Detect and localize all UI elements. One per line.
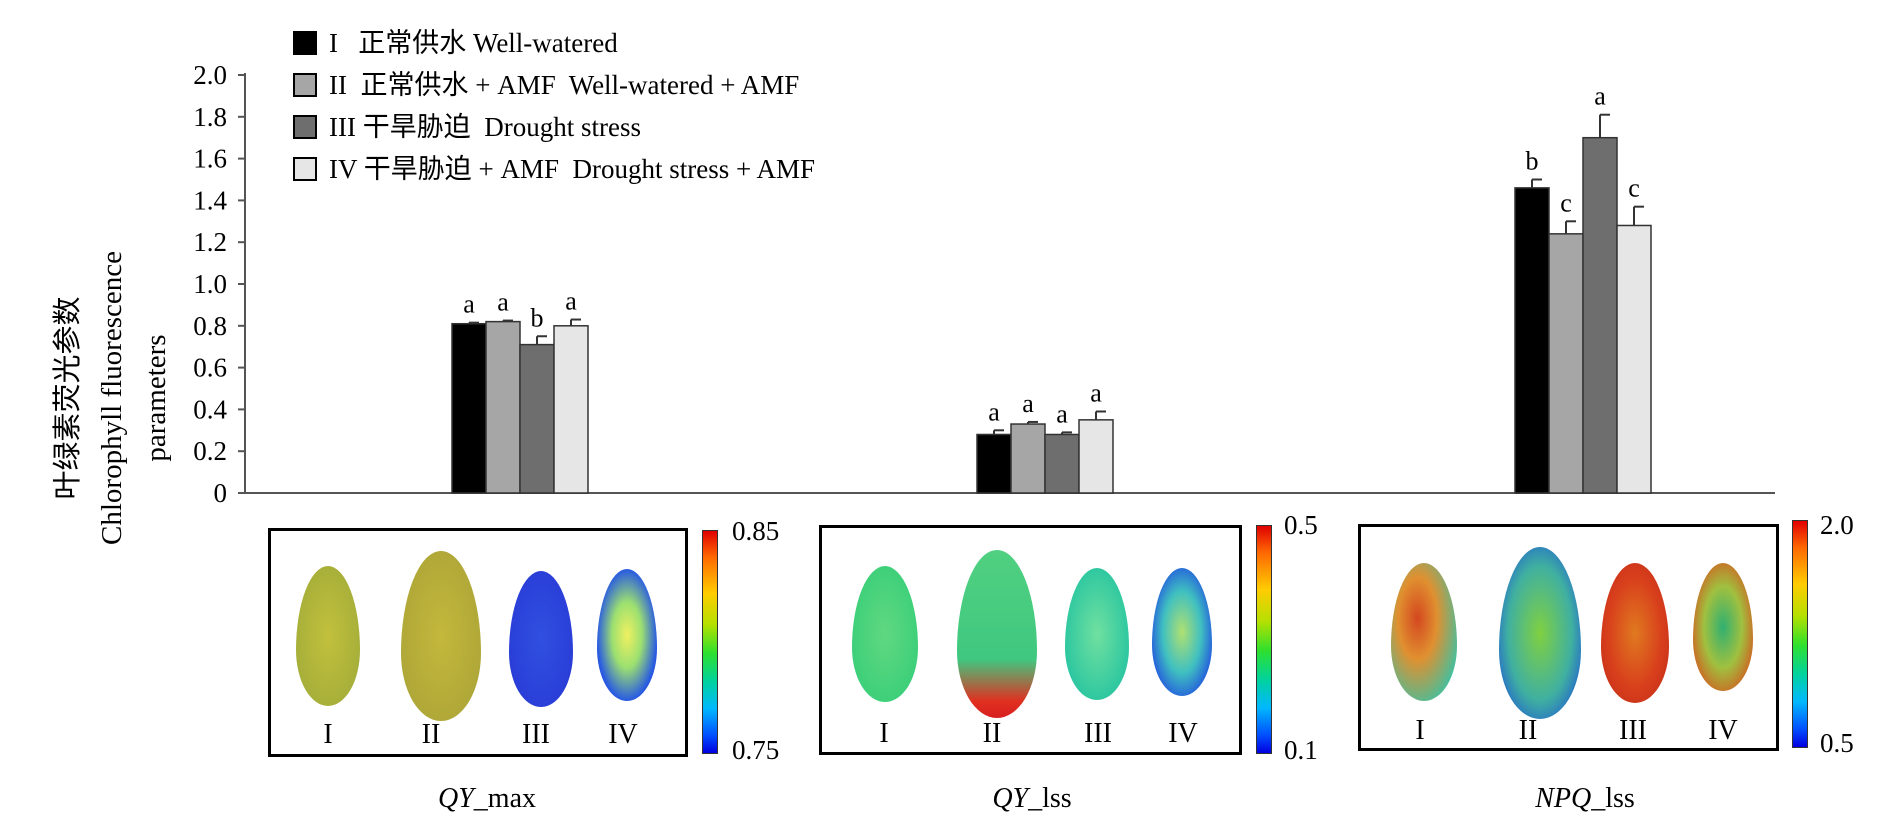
significance-letter: a <box>1022 389 1034 418</box>
y-tick-label: 2.0 <box>193 60 227 90</box>
bar <box>1044 433 1080 494</box>
leaf-image-5 <box>852 566 918 702</box>
legend-item-2: II 正常供水 + AMF Well-watered + AMF <box>293 64 815 106</box>
color-scale-min-qy-lss: 0.1 <box>1284 735 1318 765</box>
leaf-image-panel-npq-lss: I II III IV <box>1358 524 1779 751</box>
legend-label-2: II 正常供水 + AMF Well-watered + AMF <box>329 70 800 100</box>
significance-letter: a <box>1090 378 1102 407</box>
color-scale-max-npq-lss: 2.0 <box>1820 510 1854 540</box>
y-tick-label: 0.2 <box>193 436 227 466</box>
leaf-image-3 <box>509 571 573 707</box>
color-scale-bar-qy-lss <box>1256 525 1272 754</box>
legend-item-3: III 干旱胁迫 Drought stress <box>293 106 815 148</box>
leaf-label-5: I <box>879 718 889 749</box>
leaf-label-6: II <box>982 718 1002 749</box>
y-axis-label-en-line2: parameters <box>140 334 172 462</box>
y-tick-label: 0.4 <box>193 394 227 424</box>
legend-label-3: III 干旱胁迫 Drought stress <box>329 112 641 142</box>
y-tick-label: 1.4 <box>193 185 227 215</box>
leaf-image-10 <box>1499 547 1581 719</box>
panel-caption-rest-npq-lss: _lss <box>1591 783 1635 814</box>
legend-label-1: I 正常供水 Well-watered <box>329 28 618 58</box>
leaf-label-3: III <box>522 719 550 750</box>
color-scale-max-qy-lss: 0.5 <box>1284 510 1318 540</box>
legend: I 正常供水 Well-watered II 正常供水 + AMF Well-w… <box>293 22 815 190</box>
panel-caption-qy-lss: QY_lss <box>992 783 1071 815</box>
bar <box>1010 423 1046 494</box>
leaf-label-1: I <box>323 719 333 750</box>
bar <box>451 322 487 494</box>
significance-letter: a <box>497 288 509 317</box>
significance-letter: a <box>988 397 1000 426</box>
leaf-image-12 <box>1693 563 1753 691</box>
significance-letter: c <box>1628 174 1640 203</box>
color-scale-min-qy-max: 0.75 <box>732 735 780 765</box>
bar <box>485 320 521 494</box>
legend-item-1: I 正常供水 Well-watered <box>293 22 815 64</box>
leaf-image-4 <box>597 569 657 701</box>
bar <box>976 433 1012 494</box>
leaf-image-panel-qy-lss: I II III IV <box>819 525 1242 755</box>
leaf-label-11: III <box>1619 715 1647 746</box>
y-axis-label: 叶绿素荧光参数 Chlorophyll fluorescence paramet… <box>46 251 178 545</box>
panel-caption-rest-qy-max: _max <box>473 783 537 814</box>
significance-letter: c <box>1560 188 1572 217</box>
significance-letter: b <box>531 303 544 332</box>
bar <box>1616 224 1652 494</box>
leaf-image-7 <box>1065 568 1129 700</box>
y-tick-label: 1.8 <box>193 102 227 132</box>
y-axis-label-en-line1: Chlorophyll fluorescence <box>96 251 128 545</box>
legend-label-4: IV 干旱胁迫 + AMF Drought stress + AMF <box>329 154 815 184</box>
leaf-label-10: II <box>1518 715 1538 746</box>
leaf-image-8 <box>1152 568 1212 696</box>
leaf-label-8: IV <box>1168 718 1198 749</box>
significance-letter: a <box>463 290 475 319</box>
bar <box>1078 419 1114 494</box>
leaf-image-6 <box>957 550 1037 718</box>
leaf-image-2 <box>401 551 481 721</box>
leaf-label-2: II <box>421 719 441 750</box>
leaf-image-11 <box>1601 563 1669 703</box>
panel-caption-italic-qy-lss: QY <box>992 783 1029 814</box>
leaf-label-12: IV <box>1708 715 1738 746</box>
bar <box>1582 136 1618 494</box>
bar <box>1548 233 1584 494</box>
color-scale-bar-qy-max <box>702 530 718 754</box>
legend-swatch-2 <box>293 73 317 97</box>
significance-letter: b <box>1526 147 1539 176</box>
panel-caption-qy-max: QY_max <box>438 783 536 815</box>
y-tick-label: 0.8 <box>193 311 227 341</box>
y-tick-label: 0 <box>214 478 228 508</box>
legend-swatch-3 <box>293 115 317 139</box>
y-axis-label-zh: 叶绿素荧光参数 <box>52 296 84 500</box>
color-scale-min-npq-lss: 0.5 <box>1820 728 1854 758</box>
legend-swatch-4 <box>293 157 317 181</box>
legend-swatch-1 <box>293 31 317 55</box>
y-tick-label: 1.2 <box>193 227 227 257</box>
panel-caption-italic-npq-lss: NPQ <box>1535 783 1592 814</box>
leaf-label-9: I <box>1415 715 1425 746</box>
bar <box>553 325 589 494</box>
significance-letter: a <box>1056 399 1068 428</box>
y-tick-label: 1.6 <box>193 144 227 174</box>
color-scale-bar-npq-lss <box>1792 520 1808 748</box>
significance-letter: a <box>565 287 577 316</box>
color-scale-max-qy-max: 0.85 <box>732 516 780 546</box>
panel-caption-rest-qy-lss: _lss <box>1028 783 1072 814</box>
panel-caption-npq-lss: NPQ_lss <box>1535 783 1635 815</box>
y-tick-label: 0.6 <box>193 353 227 383</box>
bar <box>519 343 555 494</box>
leaf-image-panel-qy-max: I II III IV <box>268 528 688 757</box>
bar <box>1514 187 1550 494</box>
leaf-image-1 <box>296 566 360 706</box>
leaf-label-7: III <box>1084 718 1112 749</box>
leaf-label-4: IV <box>608 719 638 750</box>
panel-caption-italic-qy-max: QY <box>437 783 474 814</box>
y-tick-label: 1.0 <box>193 269 227 299</box>
significance-letter: a <box>1594 82 1606 111</box>
legend-item-4: IV 干旱胁迫 + AMF Drought stress + AMF <box>293 148 815 190</box>
leaf-image-9 <box>1391 563 1457 701</box>
